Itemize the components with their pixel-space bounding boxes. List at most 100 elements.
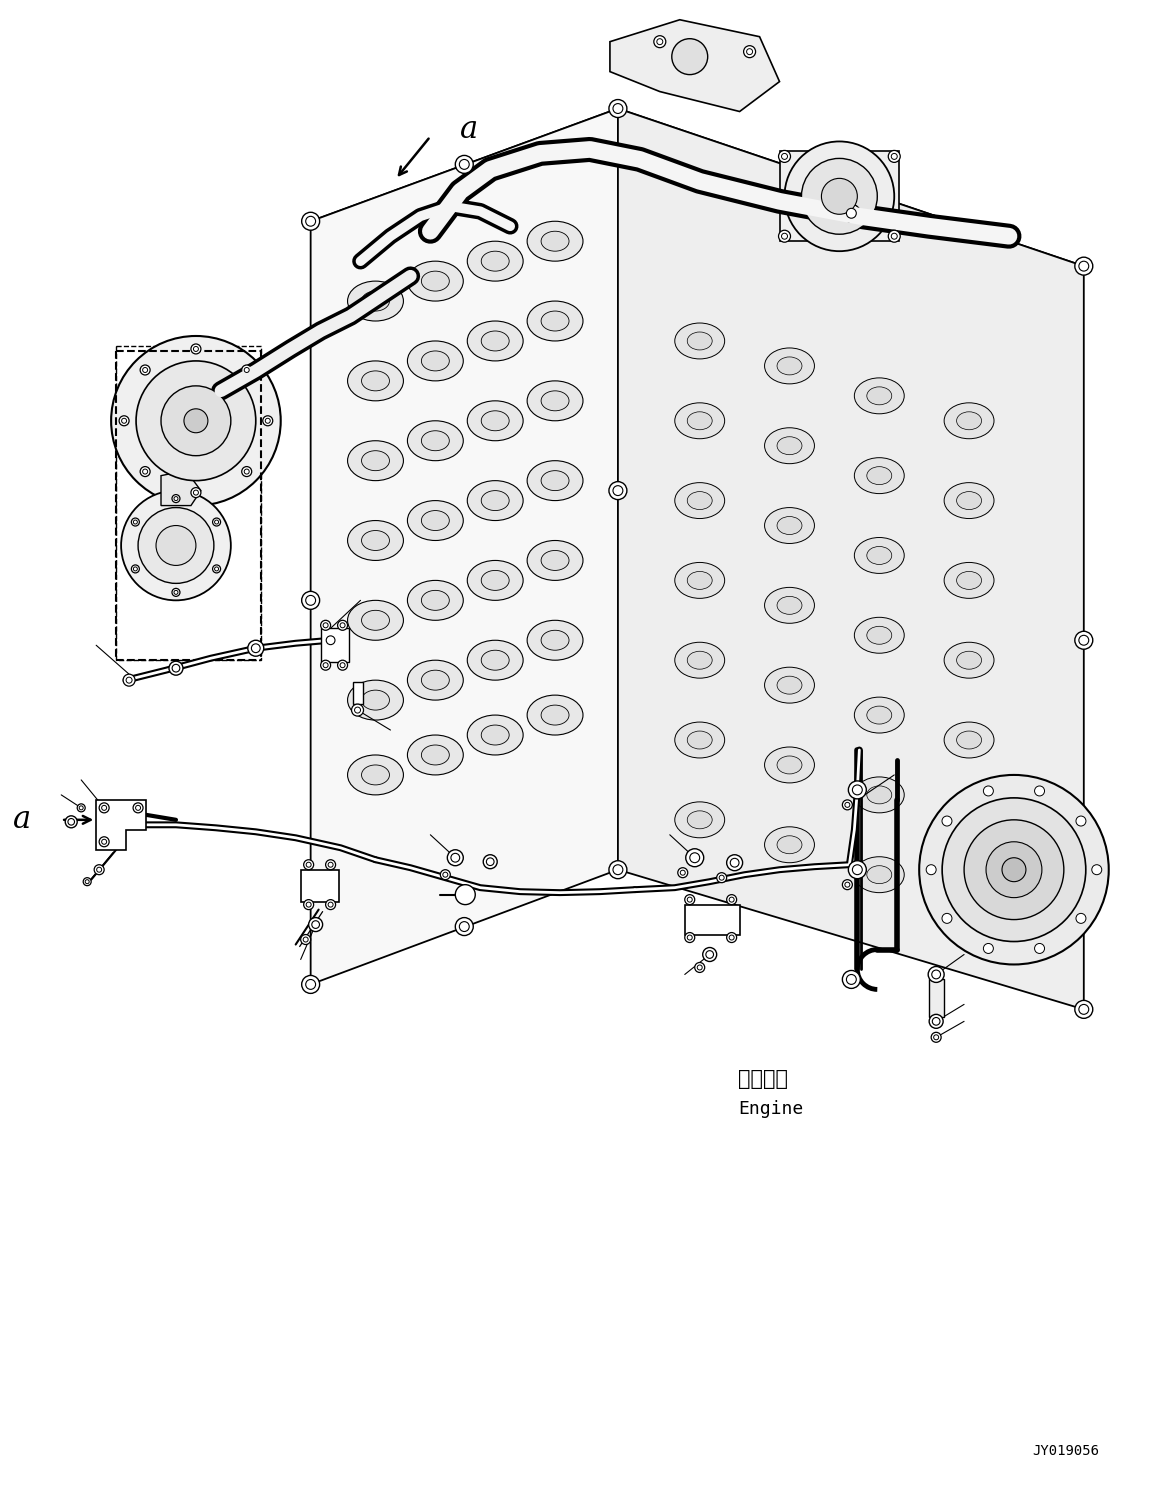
Ellipse shape <box>541 231 569 250</box>
Circle shape <box>99 802 109 813</box>
Ellipse shape <box>764 828 814 863</box>
Circle shape <box>933 1017 940 1026</box>
Ellipse shape <box>468 480 523 520</box>
Ellipse shape <box>687 571 712 589</box>
Circle shape <box>455 884 476 905</box>
Ellipse shape <box>348 601 404 640</box>
Circle shape <box>680 871 685 875</box>
Ellipse shape <box>541 631 569 650</box>
Circle shape <box>842 880 852 890</box>
Circle shape <box>193 346 199 352</box>
Ellipse shape <box>764 666 814 704</box>
Ellipse shape <box>481 412 509 431</box>
Circle shape <box>308 917 322 932</box>
Circle shape <box>340 662 345 668</box>
Ellipse shape <box>855 537 904 574</box>
Ellipse shape <box>348 680 404 720</box>
Bar <box>779 152 899 242</box>
Circle shape <box>848 860 866 878</box>
Circle shape <box>304 936 308 942</box>
Ellipse shape <box>407 501 463 541</box>
Circle shape <box>326 635 335 644</box>
Ellipse shape <box>866 866 892 884</box>
Circle shape <box>942 798 1086 941</box>
Ellipse shape <box>481 650 509 669</box>
Circle shape <box>172 665 180 672</box>
Ellipse shape <box>944 483 994 519</box>
Circle shape <box>685 895 694 905</box>
Bar <box>352 683 363 704</box>
Ellipse shape <box>481 571 509 590</box>
Text: a: a <box>13 804 31 835</box>
Polygon shape <box>618 109 1084 1009</box>
Circle shape <box>77 804 85 811</box>
Ellipse shape <box>777 356 802 374</box>
Ellipse shape <box>348 520 404 561</box>
Ellipse shape <box>541 471 569 491</box>
Ellipse shape <box>957 412 982 429</box>
Circle shape <box>265 419 270 423</box>
Circle shape <box>1003 857 1026 881</box>
Circle shape <box>889 230 900 242</box>
Circle shape <box>1035 786 1044 796</box>
Ellipse shape <box>407 261 463 301</box>
Ellipse shape <box>957 652 982 669</box>
Ellipse shape <box>541 391 569 412</box>
Ellipse shape <box>944 802 994 838</box>
Circle shape <box>729 935 734 939</box>
Circle shape <box>112 335 280 505</box>
Circle shape <box>702 947 716 962</box>
Circle shape <box>672 39 708 75</box>
Circle shape <box>686 848 704 866</box>
Circle shape <box>706 951 714 959</box>
Circle shape <box>141 467 150 477</box>
Circle shape <box>678 868 687 878</box>
Ellipse shape <box>675 802 725 838</box>
Polygon shape <box>609 19 779 112</box>
Polygon shape <box>97 799 147 850</box>
Circle shape <box>133 802 143 813</box>
Ellipse shape <box>348 441 404 480</box>
Circle shape <box>306 902 312 907</box>
Circle shape <box>727 895 736 905</box>
Ellipse shape <box>362 765 390 784</box>
Ellipse shape <box>866 707 892 725</box>
Ellipse shape <box>527 620 583 661</box>
Circle shape <box>136 805 141 810</box>
Circle shape <box>698 965 702 971</box>
Ellipse shape <box>687 811 712 829</box>
Ellipse shape <box>764 507 814 544</box>
Circle shape <box>654 36 665 48</box>
Ellipse shape <box>957 890 982 908</box>
Ellipse shape <box>407 735 463 775</box>
Circle shape <box>306 862 312 868</box>
Ellipse shape <box>855 377 904 414</box>
Ellipse shape <box>468 321 523 361</box>
Ellipse shape <box>764 587 814 623</box>
Circle shape <box>443 872 448 877</box>
Circle shape <box>694 963 705 972</box>
Circle shape <box>215 567 219 571</box>
Circle shape <box>321 620 330 631</box>
Circle shape <box>134 520 137 523</box>
Ellipse shape <box>687 412 712 429</box>
Ellipse shape <box>421 746 449 765</box>
Circle shape <box>613 103 623 113</box>
Circle shape <box>782 154 787 160</box>
Circle shape <box>84 878 91 886</box>
Ellipse shape <box>421 510 449 531</box>
Circle shape <box>687 935 692 939</box>
Circle shape <box>1079 261 1089 271</box>
Ellipse shape <box>687 332 712 350</box>
Circle shape <box>986 842 1042 898</box>
Ellipse shape <box>675 722 725 757</box>
Circle shape <box>304 899 314 910</box>
Ellipse shape <box>866 547 892 565</box>
Circle shape <box>122 419 127 423</box>
Circle shape <box>119 416 129 426</box>
Circle shape <box>844 802 850 807</box>
Ellipse shape <box>541 705 569 725</box>
Circle shape <box>727 854 743 871</box>
Circle shape <box>852 784 862 795</box>
Circle shape <box>842 971 861 989</box>
